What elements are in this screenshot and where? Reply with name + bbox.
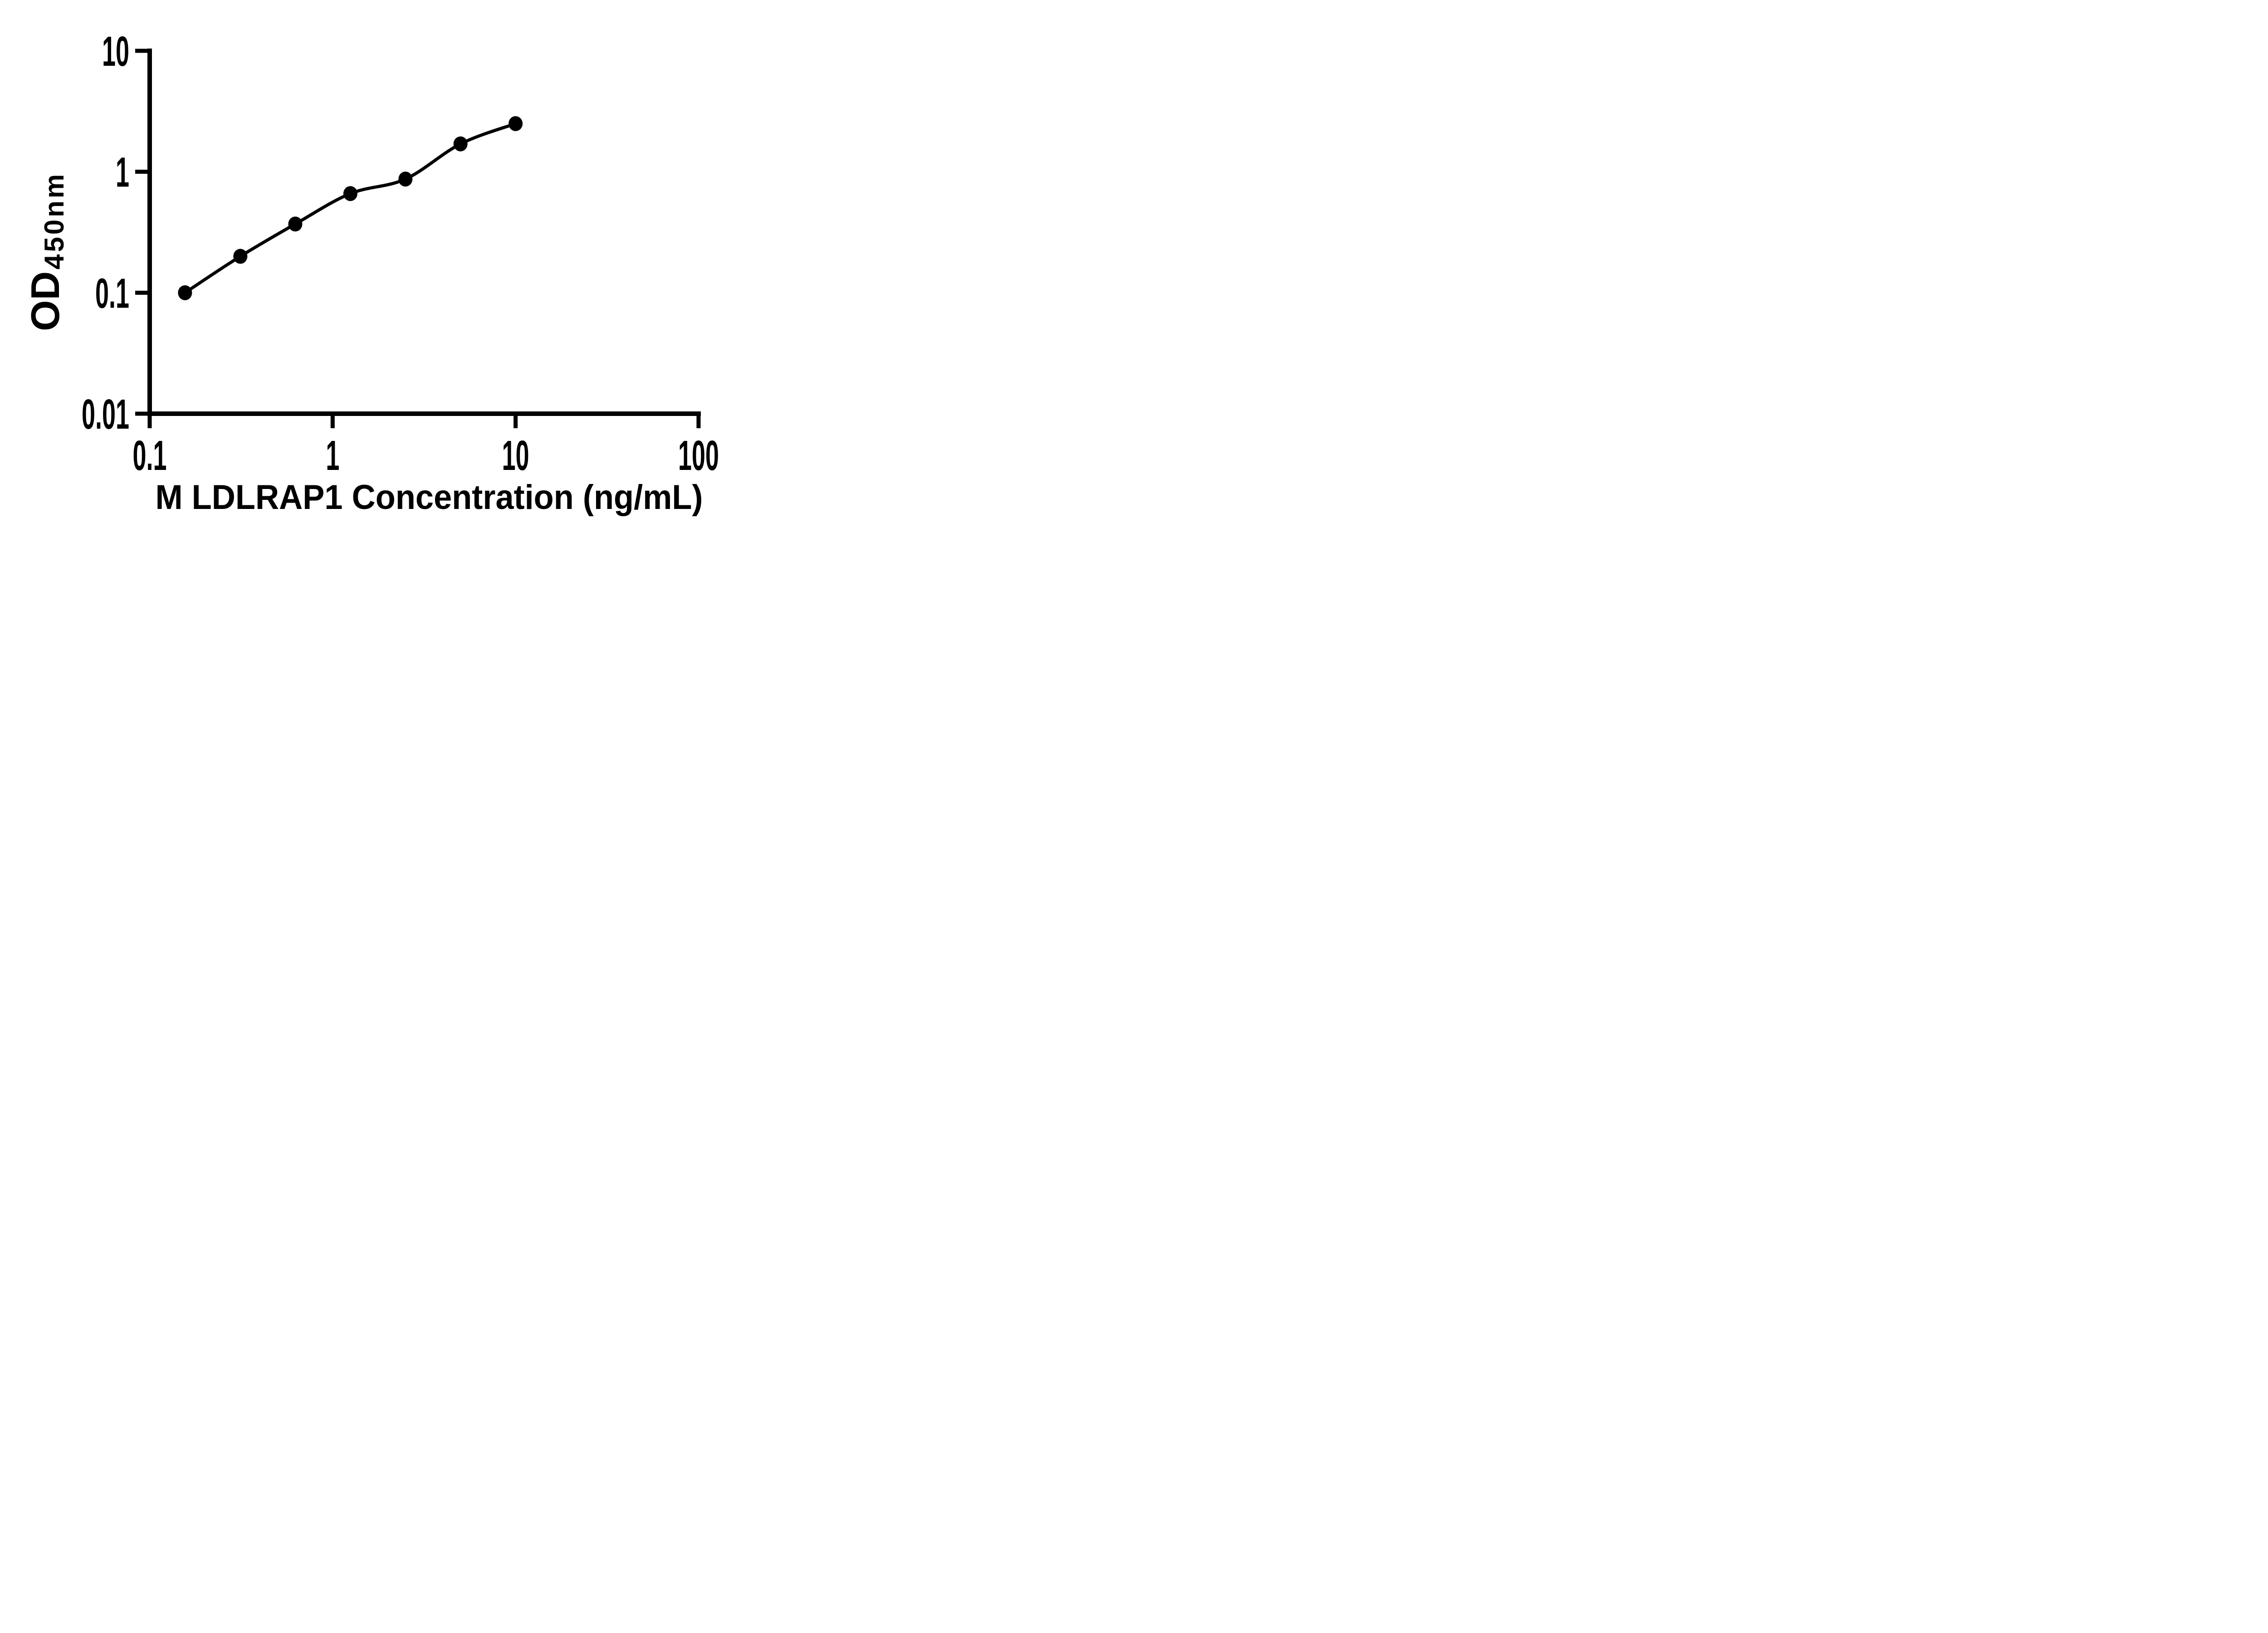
y-tick-label: 0.01 (82, 391, 129, 438)
y-axis-title-subscript: 450nm (39, 172, 69, 269)
x-tick-label: 1 (326, 432, 339, 479)
x-tick-label: 100 (678, 432, 719, 479)
standard-curve-line (183, 122, 518, 294)
y-tick-label: 0.1 (95, 270, 129, 317)
data-point (233, 249, 248, 264)
y-tick-label: 1 (116, 149, 129, 196)
y-axis-title-main: OD (23, 271, 68, 331)
chart-page: 0.01 0.1 1 10 0.1 1 10 100 OD 450nm M LDLRAP1 C… (0, 0, 777, 544)
data-point (288, 216, 303, 232)
data-point (508, 116, 523, 132)
x-tick-label: 0.1 (133, 432, 167, 479)
x-axis-title: M LDLRAP1 Concentration (ng/mL) (155, 478, 703, 516)
data-point (453, 136, 468, 152)
y-axis-title: OD 450nm (23, 172, 69, 331)
y-tick-label: 10 (102, 28, 129, 75)
data-point (343, 186, 357, 201)
x-tick-label: 10 (502, 432, 529, 479)
data-point (398, 171, 413, 187)
data-point (178, 285, 192, 300)
